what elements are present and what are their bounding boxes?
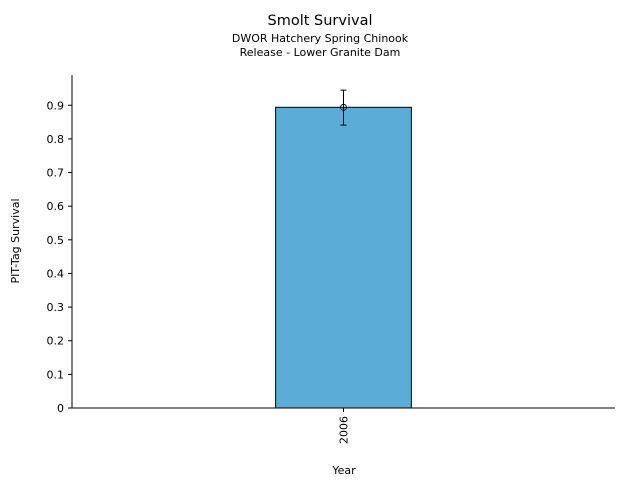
y-tick-label: 0.7 <box>47 167 65 180</box>
chart-title: Smolt Survival <box>267 13 373 29</box>
point-marker-2006 <box>340 103 347 111</box>
y-tick-label: 0.3 <box>47 301 65 314</box>
y-tick-label: 0.9 <box>47 99 65 112</box>
x-tick-label: 2006 <box>338 416 351 444</box>
y-axis-label: PIT-Tag Survival <box>9 198 22 283</box>
y-tick-label: 0.2 <box>47 335 65 348</box>
chart-subtitle-line-2: Release - Lower Granite Dam <box>239 46 401 59</box>
y-tick-label: 0.5 <box>47 234 65 247</box>
chart-subtitle-line-1: DWOR Hatchery Spring Chinook <box>231 32 409 45</box>
bar-2006 <box>275 106 412 409</box>
x-axis-label: Year <box>331 464 356 477</box>
y-tick-label: 0.6 <box>47 200 65 213</box>
y-tick-label: 0.1 <box>47 368 65 381</box>
y-tick-label: 0.4 <box>47 267 65 280</box>
y-tick-label: 0.8 <box>47 133 65 146</box>
y-tick-label: 0 <box>57 402 64 415</box>
